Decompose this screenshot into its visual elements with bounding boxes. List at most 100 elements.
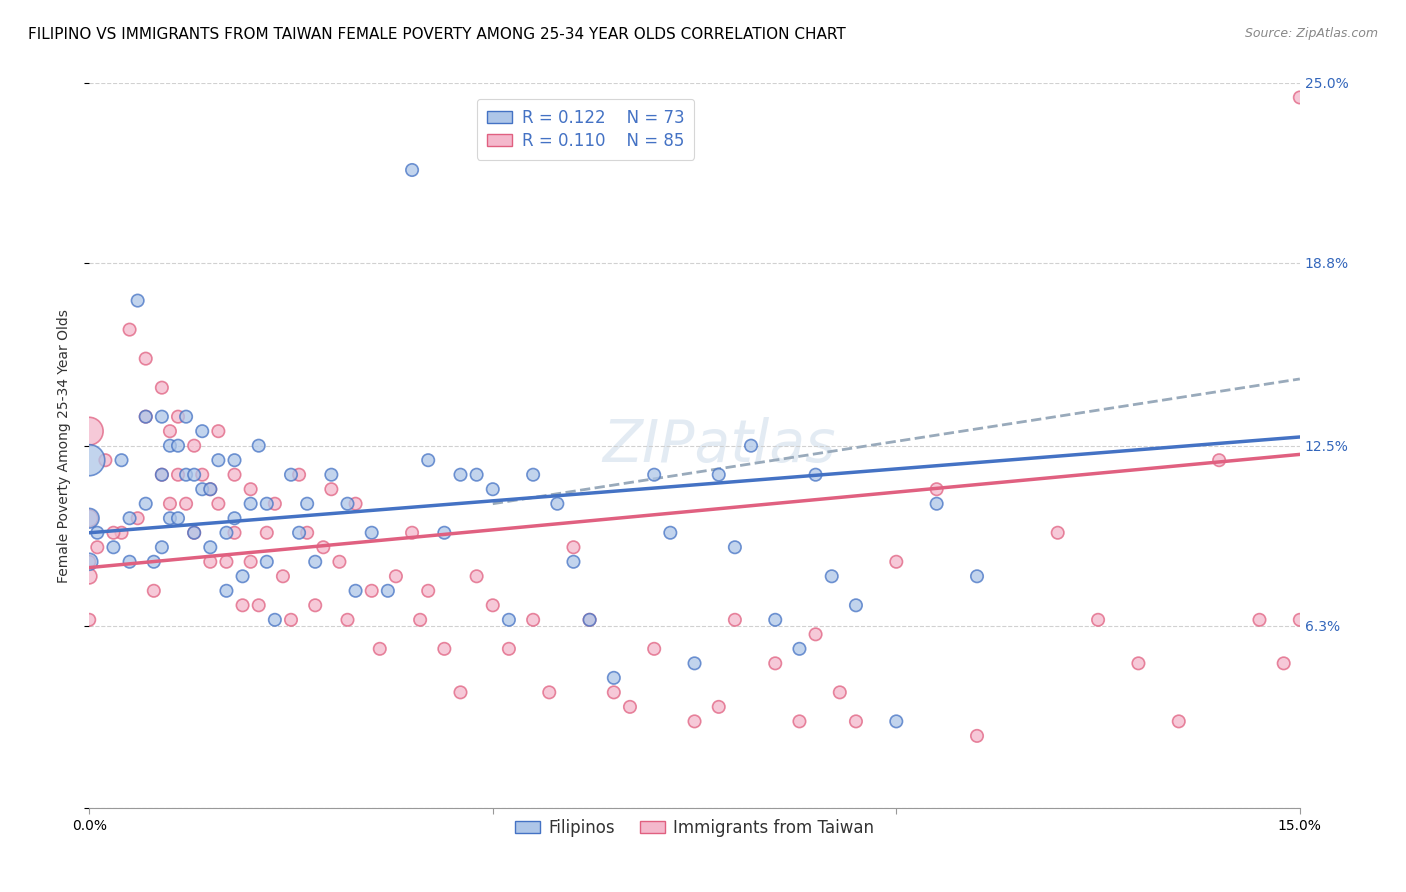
Point	[522, 613, 544, 627]
Point	[821, 569, 844, 583]
Point	[280, 467, 302, 482]
Point	[200, 482, 222, 496]
Point	[159, 439, 181, 453]
Point	[174, 409, 197, 424]
Point	[925, 497, 948, 511]
Point	[167, 511, 190, 525]
Point	[481, 482, 503, 496]
Point	[142, 583, 165, 598]
Point	[1167, 714, 1189, 729]
Point	[925, 482, 948, 496]
Point	[304, 555, 326, 569]
Point	[522, 467, 544, 482]
Point	[191, 467, 214, 482]
Point	[174, 497, 197, 511]
Point	[135, 497, 157, 511]
Point	[135, 409, 157, 424]
Point	[271, 569, 294, 583]
Point	[288, 525, 311, 540]
Point	[498, 641, 520, 656]
Point	[828, 685, 851, 699]
Point	[239, 482, 262, 496]
Point	[336, 613, 359, 627]
Point	[336, 497, 359, 511]
Point	[659, 525, 682, 540]
Point	[86, 541, 108, 555]
Point	[247, 599, 270, 613]
Point	[1288, 613, 1310, 627]
Point	[239, 497, 262, 511]
Point	[481, 599, 503, 613]
Point	[344, 497, 367, 511]
Point	[1087, 613, 1109, 627]
Point	[207, 424, 229, 438]
Point	[763, 657, 786, 671]
Point	[159, 424, 181, 438]
Point	[603, 671, 626, 685]
Point	[263, 613, 285, 627]
Point	[1128, 657, 1150, 671]
Point	[578, 613, 600, 627]
Point	[450, 685, 472, 699]
Point	[167, 409, 190, 424]
Point	[167, 439, 190, 453]
Point	[884, 555, 907, 569]
Point	[174, 467, 197, 482]
Point	[280, 613, 302, 627]
Point	[224, 511, 246, 525]
Point	[77, 555, 100, 569]
Point	[150, 381, 173, 395]
Point	[232, 599, 254, 613]
Point	[159, 511, 181, 525]
Point	[224, 467, 246, 482]
Point	[207, 497, 229, 511]
Point	[401, 163, 423, 178]
Point	[110, 525, 132, 540]
Point	[409, 613, 432, 627]
Point	[465, 467, 488, 482]
Point	[183, 525, 205, 540]
Point	[1272, 657, 1295, 671]
Point	[295, 525, 318, 540]
Point	[77, 453, 100, 467]
Point	[724, 613, 747, 627]
Point	[142, 555, 165, 569]
Point	[578, 613, 600, 627]
Point	[1208, 453, 1230, 467]
Point	[498, 613, 520, 627]
Point	[401, 525, 423, 540]
Legend: Filipinos, Immigrants from Taiwan: Filipinos, Immigrants from Taiwan	[508, 813, 880, 844]
Point	[804, 467, 827, 482]
Point	[683, 657, 706, 671]
Point	[103, 525, 125, 540]
Point	[94, 453, 117, 467]
Point	[707, 467, 730, 482]
Point	[418, 453, 440, 467]
Point	[312, 541, 335, 555]
Point	[191, 482, 214, 496]
Point	[288, 467, 311, 482]
Point	[159, 497, 181, 511]
Point	[118, 511, 141, 525]
Point	[1249, 613, 1271, 627]
Point	[418, 583, 440, 598]
Point	[150, 541, 173, 555]
Point	[183, 525, 205, 540]
Text: ZIPatlas: ZIPatlas	[602, 417, 835, 475]
Point	[207, 453, 229, 467]
Point	[167, 467, 190, 482]
Point	[247, 439, 270, 453]
Point	[321, 467, 343, 482]
Point	[377, 583, 399, 598]
Point	[789, 714, 811, 729]
Point	[135, 409, 157, 424]
Point	[295, 497, 318, 511]
Point	[707, 699, 730, 714]
Point	[77, 424, 100, 438]
Point	[763, 613, 786, 627]
Point	[683, 714, 706, 729]
Point	[239, 555, 262, 569]
Point	[643, 641, 665, 656]
Point	[215, 525, 238, 540]
Point	[256, 497, 278, 511]
